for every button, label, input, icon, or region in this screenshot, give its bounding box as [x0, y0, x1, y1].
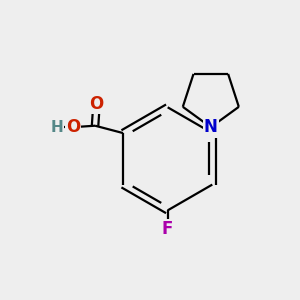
Text: F: F: [162, 220, 173, 238]
Text: O: O: [89, 94, 104, 112]
Text: N: N: [204, 118, 218, 136]
Text: O: O: [66, 118, 80, 136]
Text: H: H: [50, 120, 63, 135]
